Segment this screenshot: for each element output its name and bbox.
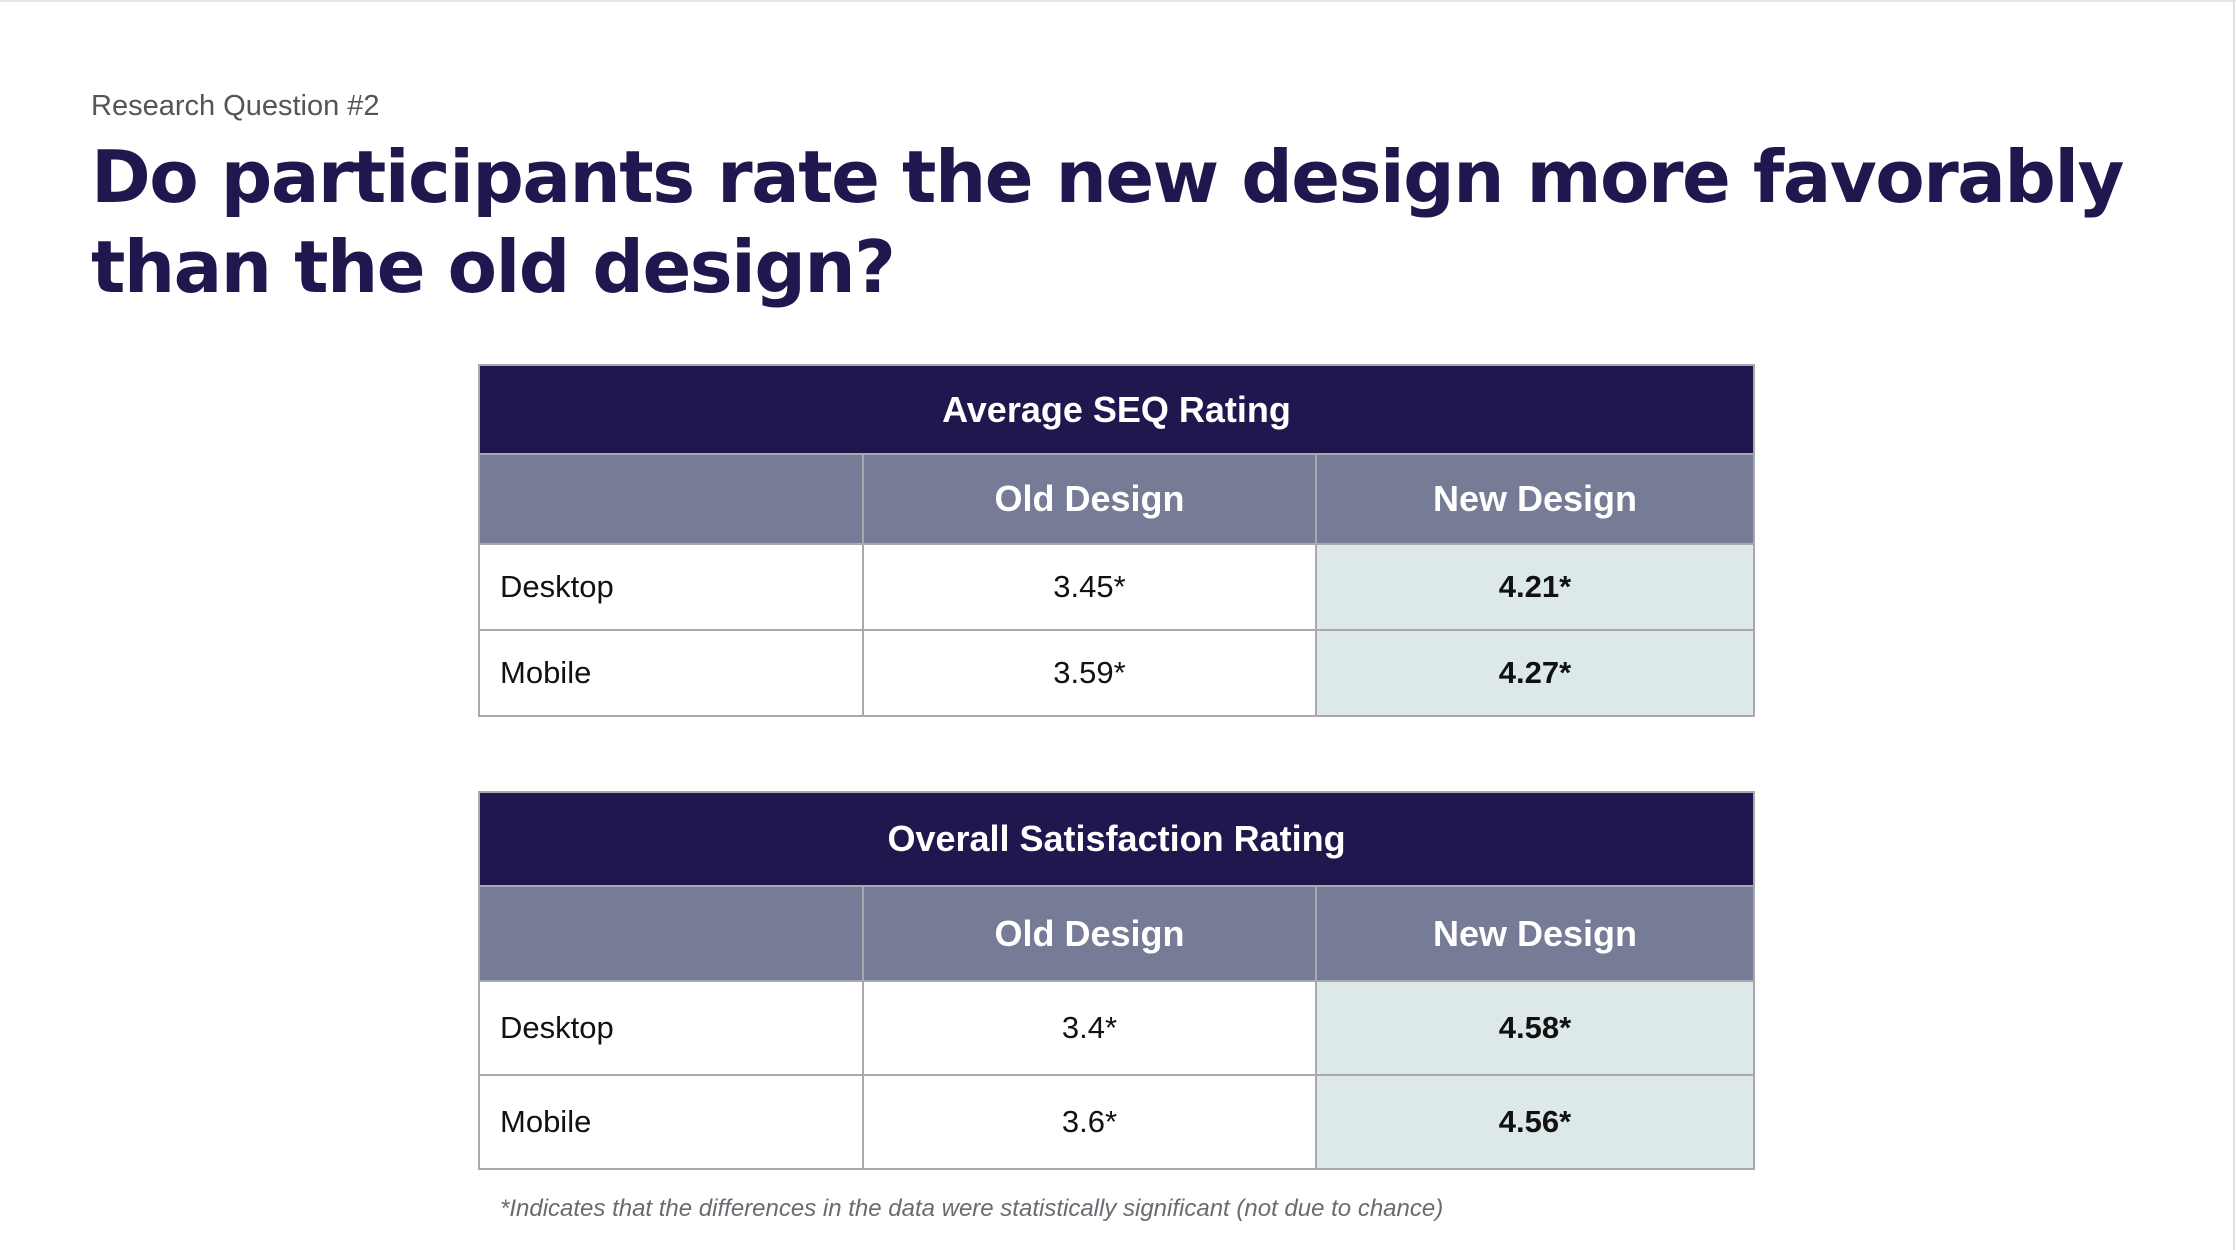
column-header-old-design: Old Design xyxy=(862,885,1317,982)
average-seq-rating-table: Average SEQ Rating Old Design New Design… xyxy=(477,364,1756,717)
table-row: Mobile 3.6* 4.56* xyxy=(478,1074,1755,1170)
research-question-label: Research Question #2 xyxy=(91,90,380,122)
old-design-value: 3.45* xyxy=(862,543,1317,631)
row-label-mobile: Mobile xyxy=(478,629,864,717)
new-design-value: 4.21* xyxy=(1314,543,1756,631)
new-design-value: 4.27* xyxy=(1314,629,1756,717)
new-design-value: 4.56* xyxy=(1315,1074,1755,1170)
row-label-desktop: Desktop xyxy=(478,543,864,631)
table-title: Overall Satisfaction Rating xyxy=(478,791,1755,887)
column-header-new-design: New Design xyxy=(1314,453,1756,545)
table-row: Mobile 3.59* 4.27* xyxy=(478,629,1756,717)
column-header-new-design: New Design xyxy=(1315,885,1755,982)
right-divider xyxy=(2233,0,2235,1250)
table-header-row: Old Design New Design xyxy=(478,885,1755,982)
top-divider xyxy=(0,0,2236,2)
old-design-value: 3.4* xyxy=(862,980,1317,1076)
table-caption-row: Average SEQ Rating xyxy=(477,364,1756,455)
new-design-value: 4.58* xyxy=(1315,980,1755,1076)
old-design-value: 3.6* xyxy=(862,1074,1317,1170)
old-design-value: 3.59* xyxy=(862,629,1317,717)
column-header-old-design: Old Design xyxy=(862,453,1317,545)
column-header-empty xyxy=(478,885,864,982)
table-caption-row: Overall Satisfaction Rating xyxy=(478,791,1755,887)
overall-satisfaction-rating-table: Overall Satisfaction Rating Old Design N… xyxy=(478,791,1755,1170)
table-row: Desktop 3.45* 4.21* xyxy=(478,543,1756,631)
significance-footnote: *Indicates that the differences in the d… xyxy=(500,1195,1444,1222)
slide-title: Do participants rate the new design more… xyxy=(91,135,2124,309)
table-header-row: Old Design New Design xyxy=(478,453,1756,545)
table-row: Desktop 3.4* 4.58* xyxy=(478,980,1755,1076)
row-label-mobile: Mobile xyxy=(478,1074,864,1170)
column-header-empty xyxy=(478,453,864,545)
row-label-desktop: Desktop xyxy=(478,980,864,1076)
table-title: Average SEQ Rating xyxy=(477,364,1756,455)
